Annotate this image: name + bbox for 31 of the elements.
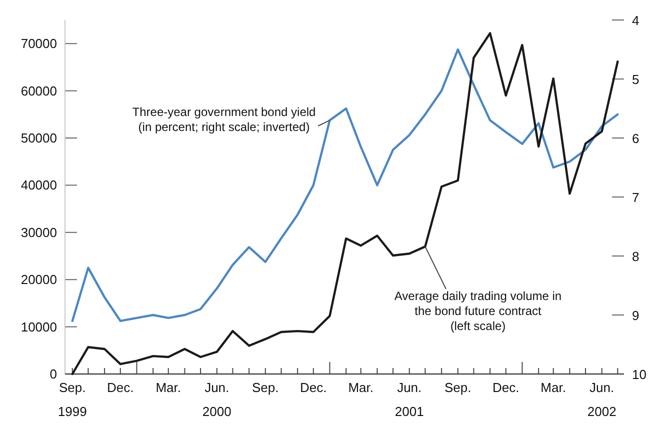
line-series [71, 32, 619, 376]
line-series [71, 48, 619, 322]
text: Average daily trading volume in the bond future contract (left scale) [394, 289, 562, 333]
x-tick-label: Jun. 2000 [202, 380, 232, 419]
y-tick-label: 40000 [20, 178, 57, 193]
x-tick-label: Jun. 2002 [587, 380, 616, 419]
y-tick-label: 30000 [20, 224, 57, 240]
y-tick-label: 50000 [20, 130, 57, 146]
y2-tick-label: 8 [632, 249, 640, 264]
y2-tick-label: 10 [632, 367, 646, 382]
x-tick-label: Sep. 1999 [58, 380, 87, 419]
x-tick-label: Dec. [300, 380, 327, 395]
y2-tick-label: 4 [632, 13, 640, 28]
y-tick-label: 10000 [20, 319, 57, 334]
y2-tick-label: 6 [632, 131, 640, 146]
y-tick-label: 60000 [20, 83, 57, 98]
x-tick-label: Jun. 2001 [394, 380, 424, 419]
x-tick-label: Dec. [492, 380, 520, 395]
x-tick-label: Sep. [444, 380, 472, 395]
x-tick-label: Dec. [107, 380, 134, 395]
series-label: Three-year government bond yield (in percent; right scale; inverted) [132, 105, 316, 134]
x-tick-label: Mar. [348, 380, 374, 395]
y-tick-label: 0 [50, 366, 57, 382]
y2-tick-label: 9 [632, 308, 640, 323]
y2-tick-label: 5 [632, 72, 640, 87]
y-tick-label: 70000 [20, 36, 57, 52]
x-tick-label: Mar. [540, 380, 566, 395]
y2-tick-label: 7 [632, 190, 640, 205]
x-tick-label: Sep. [252, 380, 279, 395]
x-tick-label: Mar. [156, 380, 182, 395]
y-tick-label: 20000 [20, 272, 57, 288]
